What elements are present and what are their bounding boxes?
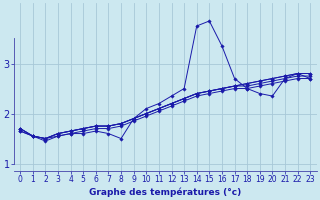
X-axis label: Graphe des températures (°c): Graphe des températures (°c) <box>89 187 241 197</box>
